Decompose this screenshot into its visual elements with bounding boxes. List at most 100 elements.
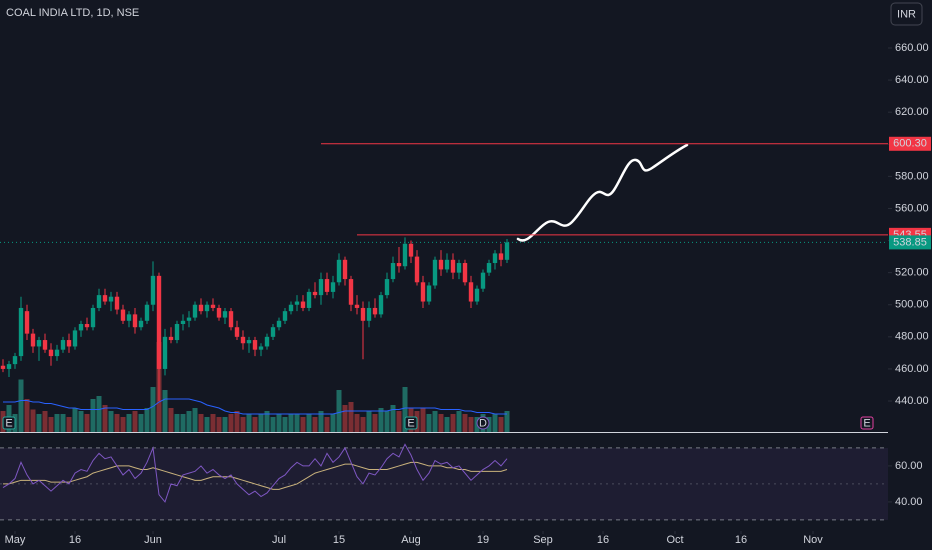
candle-body <box>498 253 504 260</box>
volume-bar <box>84 414 90 432</box>
candle-body <box>120 309 126 321</box>
rsi-line <box>2 443 508 503</box>
currency-label[interactable]: INR <box>897 8 916 20</box>
volume-bar <box>348 402 354 432</box>
volume-bar <box>210 414 216 432</box>
candle-body <box>12 356 18 365</box>
x-tick-label: Jun <box>144 534 162 546</box>
candle-body <box>504 242 510 260</box>
x-tick-label: Aug <box>401 534 421 546</box>
candle-body <box>60 340 66 350</box>
volume-bar <box>288 414 294 432</box>
candle-body <box>138 320 144 328</box>
volume-bar <box>324 417 330 432</box>
volume-bar <box>282 417 288 432</box>
candle-body <box>372 307 378 315</box>
volume-bar <box>246 414 252 432</box>
volume-bar <box>108 411 114 432</box>
currency-button[interactable] <box>890 2 923 26</box>
volume-bar <box>204 417 210 432</box>
candle-body <box>48 349 54 357</box>
candle-body <box>264 336 270 347</box>
volume-bar <box>306 414 312 432</box>
y-tick-label: 640.00 <box>895 74 929 86</box>
last-price-label: 538.85 <box>893 236 927 248</box>
y-tick-label: 460.00 <box>895 363 929 375</box>
candle-body <box>474 288 480 302</box>
volume-bar <box>36 414 42 432</box>
volume-bar <box>276 414 282 432</box>
volume-bar <box>198 414 204 432</box>
volume-bar <box>216 417 222 432</box>
candle-body <box>6 364 12 369</box>
volume-bar <box>300 417 306 432</box>
candle-body <box>300 301 306 308</box>
candle-body <box>186 317 192 321</box>
candle-body <box>444 259 450 270</box>
candle-body <box>366 307 372 321</box>
volume-bar <box>450 414 456 432</box>
volume-bar <box>48 417 54 432</box>
volume-bar <box>102 405 108 432</box>
candle-body <box>222 311 228 318</box>
candle-body <box>144 304 150 321</box>
volume-bar <box>390 405 396 432</box>
candle-body <box>240 336 246 344</box>
volume-bar <box>336 390 342 432</box>
candle-body <box>18 307 24 357</box>
candle-body <box>252 340 258 350</box>
y-tick-label: 660.00 <box>895 42 929 54</box>
volume-bar <box>492 414 498 432</box>
candle-body <box>66 340 72 347</box>
candle-body <box>324 279 330 292</box>
volume-bar <box>66 417 72 432</box>
candle-body <box>420 282 426 302</box>
x-tick-label: 15 <box>333 534 345 546</box>
volume-bar <box>132 411 138 432</box>
event-marker <box>2 416 16 430</box>
candle-body <box>108 296 114 302</box>
event-marker <box>476 416 490 430</box>
volume-bar <box>96 396 102 432</box>
volume-bar <box>126 414 132 432</box>
candle-body <box>84 324 90 328</box>
volume-bar <box>18 379 24 432</box>
candle-body <box>234 327 240 337</box>
volume-bar <box>342 405 348 432</box>
candle-body <box>282 311 288 321</box>
volume-bar <box>498 417 504 432</box>
candle-body <box>102 295 108 302</box>
volume-ma-line <box>3 398 507 415</box>
volume-bar <box>72 408 78 432</box>
last-price-badge <box>889 235 931 250</box>
candle-body <box>456 263 462 273</box>
candle-body <box>228 311 234 328</box>
candle-body <box>378 295 384 315</box>
candle-body <box>480 272 486 289</box>
event-label: E <box>863 417 870 429</box>
volume-bar <box>24 399 30 432</box>
volume-bar <box>270 417 276 432</box>
candle-body <box>150 275 156 305</box>
candle-body <box>126 314 132 321</box>
volume-bar <box>330 414 336 432</box>
volume-bar <box>432 411 438 432</box>
candle-body <box>42 340 48 350</box>
volume-bar <box>456 411 462 432</box>
volume-bar <box>252 417 258 432</box>
volume-bar <box>240 417 246 432</box>
rsi-tick-label: 60.00 <box>895 460 923 472</box>
candle-body <box>384 279 390 296</box>
candle-body <box>246 340 252 344</box>
volume-bar <box>90 399 96 432</box>
volume-bar <box>162 390 168 432</box>
volume-bar <box>396 411 402 432</box>
volume-bar <box>420 408 426 432</box>
candle-body <box>426 285 432 302</box>
volume-bar <box>462 414 468 432</box>
volume-bar <box>150 387 156 432</box>
candle-body <box>348 279 354 305</box>
candle-body <box>114 296 120 310</box>
event-marker <box>860 416 874 430</box>
candle-body <box>30 333 36 347</box>
